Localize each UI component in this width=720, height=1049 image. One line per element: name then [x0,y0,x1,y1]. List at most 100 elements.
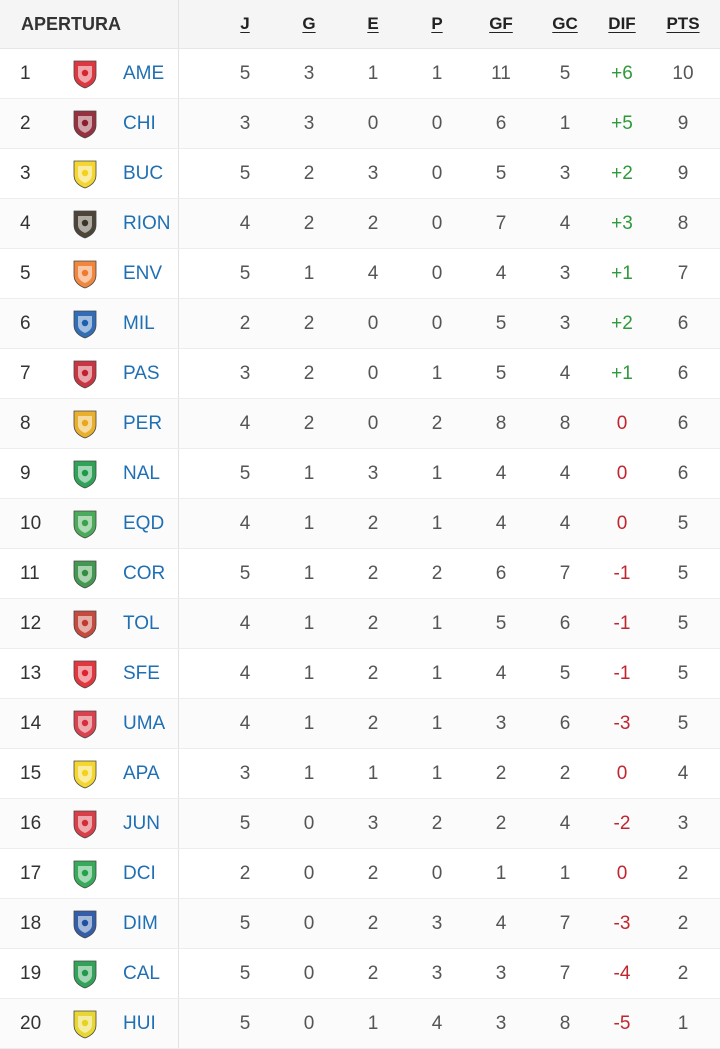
won-cell: 1 [303,463,315,484]
team-abbreviation-link[interactable]: RION [123,213,171,234]
table-row[interactable]: 11 COR 5 1 2 2 6 7 -1 5 [0,549,720,599]
lost-cell: 0 [431,163,443,184]
team-abbreviation-link[interactable]: UMA [123,713,166,734]
column-divider [178,199,179,248]
goals-for-cell: 3 [495,713,507,734]
goal-difference-cell: 0 [616,513,628,534]
santa-fe-crest-icon[interactable] [69,658,101,690]
alianza-crest-icon[interactable] [69,758,101,790]
table-row[interactable]: 5 ENV 5 1 4 0 4 3 +1 7 [0,249,720,299]
jaguares-crest-icon[interactable] [69,558,101,590]
position-number: 12 [20,613,42,634]
drawn-cell: 2 [367,213,379,234]
america-crest-icon[interactable] [69,58,101,90]
union-magdalena-crest-icon[interactable] [69,708,101,740]
table-row[interactable]: 17 DCI 2 0 2 0 1 1 0 2 [0,849,720,899]
drawn-cell: 0 [367,313,379,334]
team-abbreviation-link[interactable]: PER [123,413,163,434]
column-divider [178,799,179,848]
medellin-crest-icon[interactable] [69,908,101,940]
team-abbreviation-link[interactable]: MIL [123,313,155,334]
rionegro-crest-icon[interactable] [69,208,101,240]
position-number: 2 [20,113,31,134]
table-row[interactable]: 2 CHI 3 3 0 0 6 1 +5 9 [0,99,720,149]
team-abbreviation-link[interactable]: PAS [123,363,160,384]
column-header-p[interactable]: P [431,14,443,33]
goals-for-cell: 5 [495,613,507,634]
played-cell: 5 [239,963,251,984]
played-cell: 5 [239,813,251,834]
goal-difference-cell: 0 [616,463,628,484]
team-abbreviation-link[interactable]: BUC [123,163,164,184]
goal-difference-cell: -1 [613,563,631,584]
envigado-crest-icon[interactable] [69,258,101,290]
points-cell: 6 [677,413,689,434]
points-cell: 2 [677,863,689,884]
points-cell: 2 [677,913,689,934]
boyaca-chico-crest-icon[interactable] [69,958,101,990]
lost-cell: 1 [431,463,443,484]
tolima-crest-icon[interactable] [69,608,101,640]
drawn-cell: 2 [367,663,379,684]
goals-for-cell: 11 [491,63,511,84]
bucaramanga-crest-icon[interactable] [69,158,101,190]
goals-against-cell: 4 [559,213,571,234]
position-number: 11 [20,563,40,584]
millonarios-crest-icon[interactable] [69,308,101,340]
played-cell: 5 [239,563,251,584]
goals-for-cell: 7 [495,213,507,234]
lost-cell: 3 [431,963,443,984]
team-abbreviation-link[interactable]: COR [123,563,166,584]
team-abbreviation-link[interactable]: SFE [123,663,160,684]
team-abbreviation-link[interactable]: DIM [123,913,158,934]
pereira-crest-icon[interactable] [69,408,101,440]
deportivo-cali-crest-icon[interactable] [69,858,101,890]
goal-difference-cell: +1 [611,363,633,384]
table-row[interactable]: 13 SFE 4 1 2 1 4 5 -1 5 [0,649,720,699]
table-row[interactable]: 16 JUN 5 0 3 2 2 4 -2 3 [0,799,720,849]
table-row[interactable]: 3 BUC 5 2 3 0 5 3 +2 9 [0,149,720,199]
points-cell: 5 [677,663,689,684]
team-abbreviation-link[interactable]: AME [123,63,165,84]
won-cell: 3 [303,113,315,134]
table-row[interactable]: 9 NAL 5 1 3 1 4 4 0 6 [0,449,720,499]
team-abbreviation-link[interactable]: JUN [123,813,160,834]
column-header-gc[interactable]: GC [552,14,578,33]
column-header-g[interactable]: G [302,14,316,33]
table-row[interactable]: 7 PAS 3 2 0 1 5 4 +1 6 [0,349,720,399]
team-abbreviation-link[interactable]: CAL [123,963,160,984]
table-row[interactable]: 12 TOL 4 1 2 1 5 6 -1 5 [0,599,720,649]
table-row[interactable]: 8 PER 4 2 0 2 8 8 0 6 [0,399,720,449]
nacional-crest-icon[interactable] [69,458,101,490]
table-row[interactable]: 20 HUI 5 0 1 4 3 8 -5 1 [0,999,720,1049]
drawn-cell: 0 [367,363,379,384]
equidad-crest-icon[interactable] [69,508,101,540]
column-header-pts[interactable]: PTS [666,14,700,33]
table-row[interactable]: 19 CAL 5 0 2 3 3 7 -4 2 [0,949,720,999]
team-abbreviation-link[interactable]: TOL [123,613,160,634]
played-cell: 5 [239,913,251,934]
column-header-dif[interactable]: DIF [608,14,636,33]
goals-against-cell: 7 [559,563,571,584]
pasto-crest-icon[interactable] [69,358,101,390]
table-row[interactable]: 6 MIL 2 2 0 0 5 3 +2 6 [0,299,720,349]
column-header-e[interactable]: E [367,14,379,33]
chico-crest-icon[interactable] [69,108,101,140]
table-row[interactable]: 14 UMA 4 1 2 1 3 6 -3 5 [0,699,720,749]
junior-crest-icon[interactable] [69,808,101,840]
team-abbreviation-link[interactable]: EQD [123,513,165,534]
team-abbreviation-link[interactable]: ENV [123,263,163,284]
team-abbreviation-link[interactable]: DCI [123,863,156,884]
huila-crest-icon[interactable] [69,1008,101,1040]
table-row[interactable]: 18 DIM 5 0 2 3 4 7 -3 2 [0,899,720,949]
table-row[interactable]: 1 AME 5 3 1 1 11 5 +6 10 [0,49,720,99]
team-abbreviation-link[interactable]: APA [123,763,160,784]
team-abbreviation-link[interactable]: CHI [123,113,156,134]
column-header-j[interactable]: J [240,14,250,33]
team-abbreviation-link[interactable]: NAL [123,463,160,484]
column-header-gf[interactable]: GF [489,14,513,33]
table-row[interactable]: 10 EQD 4 1 2 1 4 4 0 5 [0,499,720,549]
table-row[interactable]: 15 APA 3 1 1 1 2 2 0 4 [0,749,720,799]
column-divider [178,99,179,148]
table-row[interactable]: 4 RION 4 2 2 0 7 4 +3 8 [0,199,720,249]
